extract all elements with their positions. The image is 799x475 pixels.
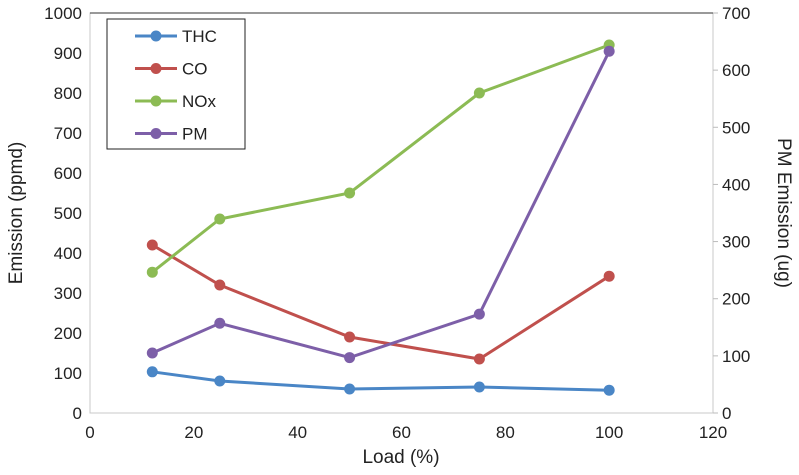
- y2-tick-label: 100: [722, 347, 750, 366]
- y2-tick-label: 0: [722, 404, 731, 423]
- y-tick-label: 300: [54, 284, 82, 303]
- legend-item: THC: [135, 27, 217, 46]
- y-tick-label: 900: [54, 44, 82, 63]
- data-point: [603, 384, 615, 396]
- data-point: [473, 353, 485, 365]
- data-point: [344, 352, 356, 364]
- x-tick-label: 100: [595, 423, 623, 442]
- y2-tick-label: 700: [722, 4, 750, 23]
- data-point: [473, 381, 485, 393]
- y-tick-label: 400: [54, 244, 82, 263]
- legend-label: NOx: [182, 92, 217, 111]
- y-tick-label: 800: [54, 84, 82, 103]
- y2-tick-label: 500: [722, 118, 750, 137]
- legend-marker: [150, 30, 162, 42]
- data-point: [344, 187, 356, 199]
- data-point: [214, 279, 226, 291]
- data-point: [473, 308, 485, 320]
- series-thc: [146, 366, 615, 396]
- x-tick-label: 20: [184, 423, 203, 442]
- data-point: [146, 366, 158, 378]
- data-point: [214, 213, 226, 225]
- x-tick-label: 60: [392, 423, 411, 442]
- y2-tick-label: 400: [722, 175, 750, 194]
- legend-box: [106, 18, 246, 150]
- y-tick-label: 0: [73, 404, 82, 423]
- x-tick-label: 40: [288, 423, 307, 442]
- y-tick-label: 1000: [44, 4, 82, 23]
- x-tick-label: 120: [699, 423, 727, 442]
- series-co: [146, 239, 615, 365]
- data-point: [344, 383, 356, 395]
- legend-marker: [150, 95, 162, 107]
- x-tick-label: 0: [85, 423, 94, 442]
- legend-item: NOx: [135, 92, 217, 111]
- legend-label: CO: [182, 60, 208, 79]
- data-point: [214, 317, 226, 329]
- y-tick-label: 100: [54, 364, 82, 383]
- y-tick-label: 500: [54, 204, 82, 223]
- y-tick-label: 600: [54, 164, 82, 183]
- data-point: [344, 331, 356, 343]
- legend-marker: [150, 128, 162, 139]
- data-point: [214, 375, 226, 387]
- legend-item: CO: [135, 60, 208, 79]
- y2-tick-label: 200: [722, 290, 750, 309]
- legend-label: THC: [182, 27, 217, 46]
- y2-tick-label: 300: [722, 233, 750, 252]
- x-tick-label: 80: [496, 423, 515, 442]
- y-axis-title: Emission (ppmd): [6, 142, 27, 285]
- y2-tick-label: 600: [722, 61, 750, 80]
- series-pm: [146, 45, 615, 364]
- data-point: [603, 45, 615, 57]
- data-point: [146, 347, 158, 359]
- data-point: [603, 270, 615, 282]
- series-nox: [146, 39, 615, 278]
- y-tick-label: 200: [54, 324, 82, 343]
- data-point: [146, 266, 158, 278]
- series-line: [151, 243, 610, 361]
- legend-label: PM: [182, 125, 208, 144]
- y-tick-label: 700: [54, 124, 82, 143]
- data-point: [473, 87, 485, 99]
- legend: THC CO NOx PM: [106, 18, 246, 150]
- legend-marker: [150, 63, 162, 74]
- data-point: [146, 239, 158, 251]
- x-axis-title: Load (%): [362, 447, 439, 468]
- legend-item: PM: [135, 125, 208, 144]
- y2-axis-title: PM Emission (ug): [773, 138, 794, 288]
